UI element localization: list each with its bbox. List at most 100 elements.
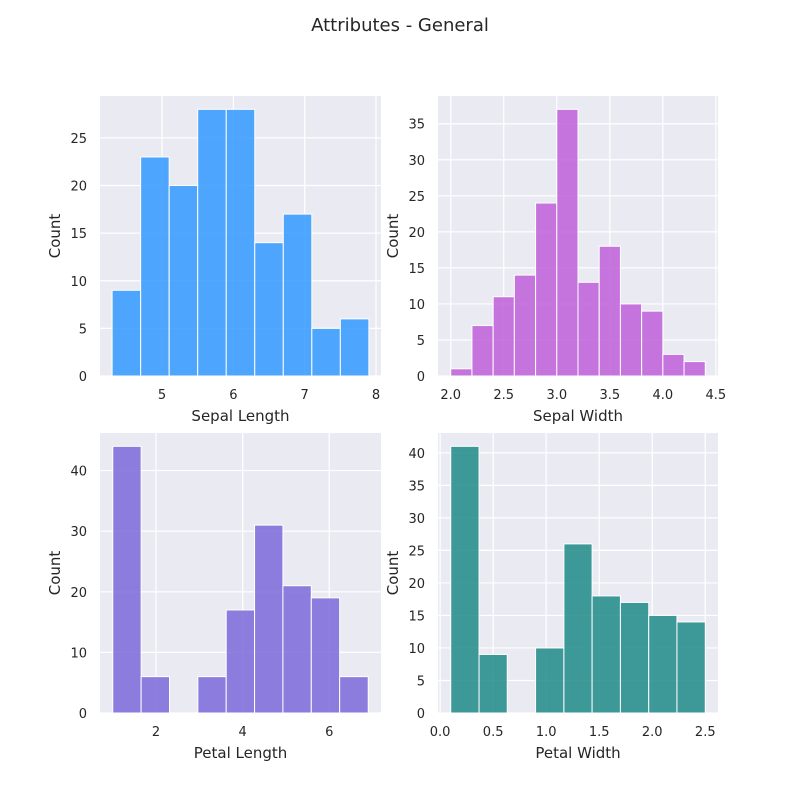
- y-tick-label: 30: [70, 525, 87, 540]
- x-tick-label: 6: [229, 388, 237, 403]
- y-tick-label: 40: [408, 447, 425, 462]
- x-tick-label: 1.5: [589, 725, 610, 740]
- y-tick-label: 0: [79, 370, 87, 385]
- histogram-bar: [563, 543, 593, 714]
- y-tick-label: 10: [408, 642, 425, 657]
- histogram-bar: [648, 614, 678, 714]
- x-tick-label: 4: [239, 725, 247, 740]
- y-tick-label: 0: [417, 370, 425, 385]
- x-tick-label: 2.5: [695, 725, 716, 740]
- histogram-bar: [197, 676, 227, 714]
- y-tick-label: 10: [408, 298, 425, 313]
- x-axis-label: Petal Length: [194, 744, 288, 762]
- histogram-bar: [535, 202, 558, 377]
- histogram-bar: [577, 281, 600, 377]
- histogram-bar: [197, 108, 227, 377]
- histogram-bar: [111, 289, 142, 377]
- y-tick-label: 15: [70, 227, 87, 242]
- x-tick-label: 3.5: [599, 388, 620, 403]
- y-tick-label: 20: [70, 180, 87, 195]
- histogram-bar: [140, 156, 170, 377]
- histogram-bar: [339, 318, 370, 377]
- histogram-bar: [225, 609, 256, 714]
- histogram-bar: [535, 647, 565, 714]
- histogram-bar: [556, 108, 579, 377]
- x-tick-label: 2.5: [493, 388, 514, 403]
- histogram-bar: [112, 445, 142, 714]
- y-tick-label: 20: [408, 577, 425, 592]
- figure-title: Attributes - General: [311, 15, 489, 36]
- histogram-bar: [310, 597, 341, 714]
- y-tick-label: 20: [70, 586, 87, 601]
- x-tick-label: 4.0: [653, 388, 674, 403]
- y-axis-label: Count: [46, 551, 64, 596]
- histogram-panel-3: 2 4 6 0 10 20 30 40 Petal Length Count: [46, 433, 381, 762]
- histogram-bar: [676, 621, 706, 714]
- y-tick-label: 0: [417, 707, 425, 722]
- histogram-bar: [662, 353, 685, 377]
- y-tick-label: 25: [408, 544, 425, 559]
- x-tick-label: 5: [158, 388, 166, 403]
- y-axis-label: Count: [384, 551, 402, 596]
- y-axis-label: Count: [46, 214, 64, 259]
- y-tick-label: 15: [408, 609, 425, 624]
- histogram-panel-2: 2.0 2.5 3.0 3.5 4.0 4.5 0 5 10 15 20 25 30 35 Sepal Wi…: [384, 96, 726, 425]
- x-tick-label: 6: [325, 725, 333, 740]
- y-tick-label: 10: [70, 646, 87, 661]
- x-tick-label: 3.0: [546, 388, 567, 403]
- histogram-bar: [471, 325, 494, 377]
- histogram-bar: [492, 296, 515, 377]
- histogram-panel-4: 0.0 0.5 1.0 1.5 2.0 2.5 0 5 10 15 20 25 30 35 40 Petal …: [384, 433, 718, 762]
- histogram-bar: [339, 676, 369, 714]
- x-tick-label: 2: [152, 725, 160, 740]
- y-tick-label: 5: [417, 334, 425, 349]
- histogram-bar: [225, 108, 256, 377]
- histogram-bar: [591, 595, 621, 714]
- y-tick-label: 5: [79, 322, 87, 337]
- histogram-bar: [254, 524, 284, 714]
- histogram-bar: [641, 310, 664, 377]
- histogram-panel-1: 5 6 7 8 0 5 10 15 20 25 Sepal Length Count: [46, 96, 381, 425]
- y-tick-label: 40: [70, 465, 87, 480]
- histogram-bar: [254, 242, 284, 377]
- y-tick-label: 25: [70, 132, 87, 147]
- y-tick-label: 30: [408, 512, 425, 527]
- histogram-bar: [450, 445, 480, 714]
- histogram-bar: [513, 274, 537, 377]
- x-tick-label: 7: [301, 388, 309, 403]
- y-tick-label: 15: [408, 262, 425, 277]
- x-tick-label: 2.0: [642, 725, 663, 740]
- histogram-bar: [478, 653, 508, 714]
- y-tick-label: 25: [408, 190, 425, 205]
- histogram-bar: [450, 368, 473, 377]
- histogram-bar: [168, 185, 199, 377]
- x-axis-label: Sepal Length: [191, 407, 289, 425]
- histogram-bar: [683, 361, 706, 377]
- histogram-bar: [311, 327, 341, 377]
- x-tick-label: 1.0: [536, 725, 557, 740]
- x-tick-label: 4.5: [706, 388, 727, 403]
- histogram-bar: [282, 213, 313, 377]
- y-tick-label: 20: [408, 226, 425, 241]
- y-tick-label: 35: [408, 118, 425, 133]
- histogram-bar: [282, 585, 312, 714]
- x-tick-label: 0.0: [430, 725, 451, 740]
- y-tick-label: 5: [417, 674, 425, 689]
- x-tick-label: 8: [372, 388, 380, 403]
- y-tick-label: 35: [408, 479, 425, 494]
- y-axis-label: Count: [384, 214, 402, 259]
- histogram-bar: [619, 601, 650, 714]
- histogram-bar: [140, 676, 170, 714]
- histogram-bar: [598, 245, 621, 377]
- y-tick-label: 30: [408, 154, 425, 169]
- x-axis-label: Sepal Width: [533, 407, 623, 425]
- x-axis-label: Petal Width: [535, 744, 620, 762]
- x-tick-label: 2.0: [440, 388, 461, 403]
- y-tick-label: 0: [79, 707, 87, 722]
- histogram-bar: [619, 303, 643, 377]
- x-tick-label: 0.5: [483, 725, 504, 740]
- y-tick-label: 10: [70, 275, 87, 290]
